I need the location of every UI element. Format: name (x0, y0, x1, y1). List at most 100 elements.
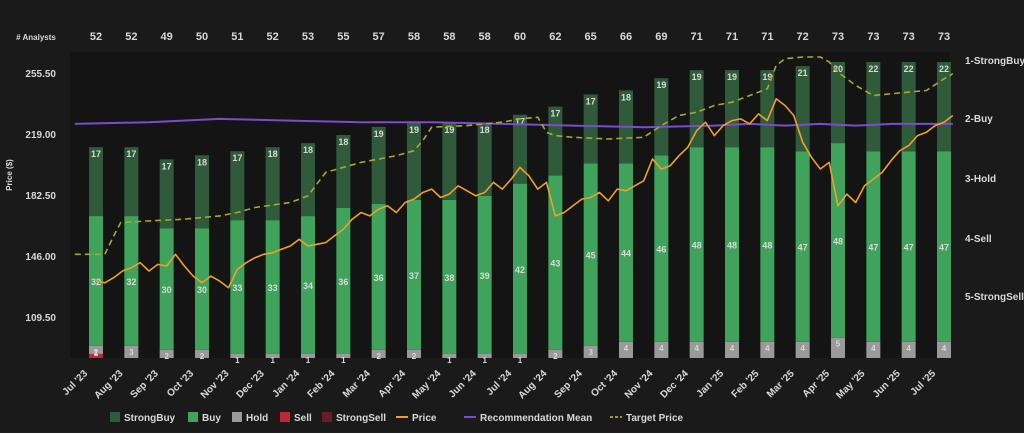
x-tick-label: Jul '24 (485, 368, 515, 398)
legend-label: Recommendation Mean (480, 413, 592, 424)
rec-scale-label: 3-Hold (965, 174, 996, 185)
bar-label-buy: 34 (303, 281, 313, 291)
x-tick-label: May '24 (410, 368, 443, 401)
bar-strongbuy-12 (513, 114, 527, 184)
bar-label-buy: 37 (409, 271, 419, 281)
bar-label-buy: 46 (656, 245, 666, 255)
bar-label-hold: 2 (376, 352, 381, 361)
x-tick-label: Dec '23 (235, 368, 268, 401)
legend-label: Sell (294, 413, 312, 424)
bar-buy-6 (301, 216, 315, 354)
bar-buy-8 (371, 203, 386, 350)
bar-label-strongbuy: 17 (586, 96, 596, 106)
x-tick-label: Jan '25 (695, 368, 727, 400)
bar-buy-9 (407, 199, 421, 350)
bar-label-buy: 30 (197, 285, 207, 295)
bar-buy-20 (795, 151, 810, 342)
analyst-count: 58 (479, 31, 491, 43)
analyst-header: # Analysts (16, 33, 56, 42)
bar-label-strongbuy: 19 (409, 125, 419, 135)
bar-label-buy: 38 (444, 273, 454, 283)
bar-hold-7 (336, 353, 351, 358)
bar-buy-1 (124, 216, 139, 346)
x-tick-label: May '25 (834, 368, 867, 401)
bar-label-strongbuy: 18 (197, 157, 207, 167)
x-tick-label: Jun '25 (871, 368, 903, 400)
bar-label-strongbuy: 22 (939, 64, 949, 74)
bar-buy-10 (442, 199, 457, 354)
x-tick-label: Sep '23 (129, 368, 162, 401)
analyst-count: 73 (867, 31, 879, 43)
legend-swatch (280, 412, 290, 422)
bar-hold-17 (689, 341, 704, 358)
bar-label-hold: 4 (800, 344, 805, 353)
bar-label-buy: 30 (162, 285, 172, 295)
bar-label-buy: 45 (586, 251, 596, 261)
bar-label-strongbuy: 17 (515, 117, 525, 127)
bar-label-strongbuy: 20 (833, 64, 843, 74)
legend-label: StrongBuy (124, 413, 176, 424)
bar-strongbuy-0 (89, 147, 103, 217)
y-tick-label: 255.50 (25, 69, 56, 80)
bar-hold-9 (407, 349, 421, 358)
bar-label-strongbuy: 17 (550, 109, 560, 119)
bar-label-hold: 1 (306, 356, 311, 365)
analyst-count: 52 (125, 31, 137, 43)
bar-label-hold: 1 (447, 356, 452, 365)
bar-label-strongbuy: 17 (126, 149, 136, 159)
bar-label-strongbuy: 18 (480, 125, 490, 135)
analyst-count: 53 (302, 31, 314, 43)
bar-sell-0 (89, 353, 103, 358)
x-tick-label: Jan '24 (271, 368, 303, 400)
bar-hold-6 (301, 353, 315, 358)
bar-label-strongbuy: 18 (303, 145, 313, 155)
bar-buy-22 (866, 151, 881, 342)
x-tick-label: Feb '25 (730, 368, 762, 400)
bar-hold-24 (937, 341, 951, 358)
bar-strongbuy-23 (901, 62, 916, 152)
analyst-count: 73 (832, 31, 844, 43)
analyst-count: 51 (231, 31, 243, 43)
legend-label: Buy (202, 413, 221, 424)
bar-strongbuy-3 (195, 155, 209, 229)
analyst-count: 52 (90, 31, 102, 43)
bar-label-hold: 4 (624, 344, 629, 353)
bar-strongbuy-22 (866, 62, 881, 152)
bar-hold-13 (548, 349, 563, 358)
bar-buy-13 (548, 175, 563, 350)
legend-label: Target Price (626, 413, 683, 424)
bar-label-hold: 4 (942, 344, 947, 353)
rec-scale-label: 2-Buy (965, 114, 993, 125)
bar-label-strongbuy: 18 (268, 149, 278, 159)
bar-buy-12 (513, 183, 527, 354)
bar-label-buy: 39 (480, 271, 490, 281)
bar-label-strongbuy: 19 (444, 125, 454, 135)
bar-label-strongbuy: 18 (338, 137, 348, 147)
x-tick-label: Feb '24 (306, 368, 338, 400)
analyst-count: 71 (691, 31, 703, 43)
bar-label-hold: 4 (730, 344, 735, 353)
bar-hold-2 (159, 349, 174, 358)
bar-strongbuy-10 (442, 122, 457, 200)
bar-buy-3 (195, 228, 209, 350)
bar-label-buy: 48 (762, 240, 772, 250)
bar-label-buy: 48 (692, 240, 702, 250)
bar-hold-1 (124, 345, 139, 358)
bar-hold-15 (619, 341, 633, 358)
analyst-count: 65 (585, 31, 597, 43)
bar-strongbuy-11 (477, 122, 492, 196)
bar-label-buy: 47 (904, 242, 914, 252)
x-tick-label: Dec '24 (659, 368, 692, 401)
bar-strongbuy-2 (159, 159, 174, 229)
bar-label-hold: 2 (200, 352, 205, 361)
x-tick-label: Aug '24 (516, 368, 549, 401)
y-tick-label: 109.50 (25, 313, 56, 324)
legend-swatch (188, 412, 198, 422)
rec-scale-label: 5-StrongSell (965, 292, 1024, 303)
bar-hold-23 (901, 341, 916, 358)
bar-strongbuy-24 (937, 62, 951, 152)
bar-hold-21 (831, 337, 845, 358)
bar-label-strongbuy: 18 (621, 92, 631, 102)
bar-strongbuy-4 (230, 151, 245, 221)
